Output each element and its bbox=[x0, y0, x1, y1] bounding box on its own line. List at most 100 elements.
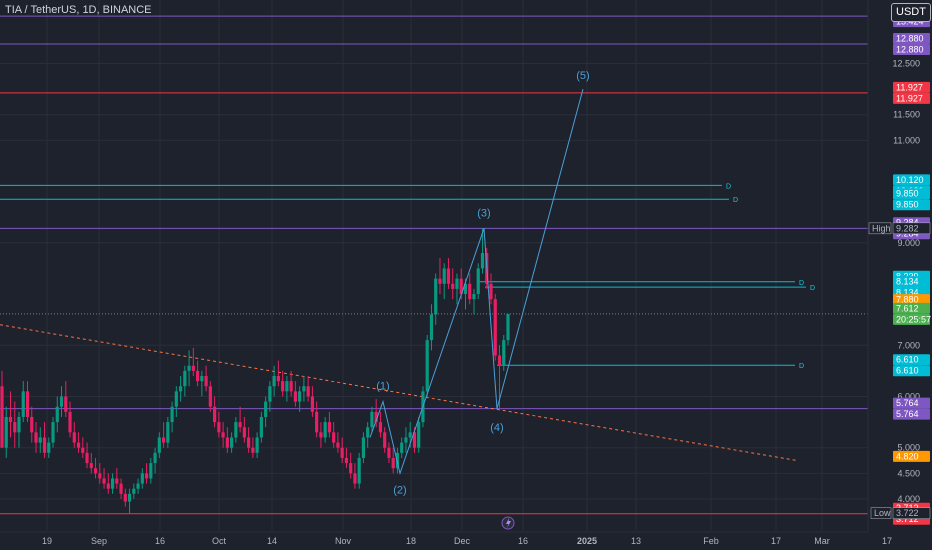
candle-body bbox=[157, 437, 161, 453]
candle-body bbox=[353, 473, 357, 484]
wave-label: (4) bbox=[490, 422, 503, 434]
price-tag-label: 6.610 bbox=[896, 366, 919, 376]
candle-body bbox=[153, 452, 157, 464]
lightning-icon-glyph bbox=[506, 518, 511, 528]
candle-body bbox=[506, 313, 510, 341]
x-tick-label: 18 bbox=[406, 536, 416, 546]
candle-body bbox=[446, 268, 451, 284]
candle-body bbox=[408, 432, 412, 438]
candle-body bbox=[13, 422, 17, 433]
price-tag bbox=[893, 33, 930, 45]
candle-body bbox=[264, 401, 268, 417]
candle-body bbox=[268, 386, 272, 402]
level-tag: D bbox=[726, 183, 731, 190]
descending-trendline bbox=[0, 324, 798, 462]
level-tag: D bbox=[733, 197, 738, 204]
candle-body bbox=[442, 268, 446, 284]
candle-body bbox=[429, 314, 434, 341]
candle-body bbox=[255, 437, 259, 453]
x-tick-label: Nov bbox=[335, 536, 352, 546]
price-tag bbox=[893, 174, 930, 186]
candle-body bbox=[310, 396, 315, 412]
level-tag: D bbox=[810, 285, 815, 292]
x-tick-label: 13 bbox=[631, 536, 641, 546]
y-tick-label: 11.500 bbox=[893, 110, 920, 120]
candle-body bbox=[289, 381, 293, 392]
x-tick-label: Mar bbox=[814, 536, 830, 546]
candle-body bbox=[370, 411, 374, 428]
x-tick-label: Feb bbox=[703, 536, 719, 546]
price-tag-label: 7.612 bbox=[896, 303, 919, 313]
high-value-label: 9.282 bbox=[896, 223, 919, 233]
x-tick-label: 16 bbox=[155, 536, 165, 546]
candle-body bbox=[115, 478, 119, 484]
x-tick-label: Oct bbox=[212, 536, 227, 546]
candle-body bbox=[238, 422, 242, 428]
candle-body bbox=[480, 253, 485, 269]
candle-body bbox=[230, 437, 234, 448]
level-tag: D bbox=[799, 363, 804, 370]
candle-body bbox=[98, 473, 102, 479]
x-tick-label: 14 bbox=[267, 536, 277, 546]
candle-body bbox=[102, 478, 106, 484]
candle-body bbox=[366, 427, 370, 438]
high-value-tag bbox=[892, 222, 931, 235]
price-tag-label: 8.134 bbox=[896, 288, 919, 298]
candle-body bbox=[64, 396, 68, 412]
candle-body bbox=[251, 447, 255, 453]
candle-body bbox=[178, 386, 183, 392]
candle-body bbox=[174, 391, 178, 407]
price-tag-label: 4.820 bbox=[896, 451, 919, 461]
candle-body bbox=[276, 375, 280, 382]
candle-body bbox=[213, 406, 217, 423]
y-tick-label: 7.000 bbox=[897, 340, 920, 350]
candle-body bbox=[340, 447, 344, 458]
y-tick-label: 5.000 bbox=[897, 443, 920, 453]
candle-body bbox=[315, 411, 319, 433]
y-tick-label: 11.000 bbox=[893, 135, 920, 145]
candle-body bbox=[281, 381, 285, 392]
candle-body bbox=[378, 422, 383, 433]
candle-body bbox=[170, 406, 174, 423]
candle-body bbox=[4, 416, 8, 448]
x-tick-label: 17 bbox=[882, 536, 892, 546]
price-tag bbox=[893, 44, 930, 56]
candle-body bbox=[493, 299, 497, 356]
wave-label: (2) bbox=[393, 484, 406, 496]
candle-body bbox=[106, 483, 110, 489]
price-tag-label: 20:25:57 bbox=[896, 314, 931, 324]
candle-body bbox=[502, 340, 506, 366]
candle-body bbox=[468, 283, 472, 300]
candle-body bbox=[68, 411, 72, 433]
candle-body bbox=[234, 422, 238, 438]
currency-button[interactable]: USDT bbox=[891, 3, 931, 22]
candle-body bbox=[361, 437, 366, 458]
candle-body bbox=[30, 416, 34, 433]
price-tag-label: 5.764 bbox=[896, 398, 919, 408]
candle-body bbox=[425, 340, 429, 392]
price-tag-label: 6.610 bbox=[896, 355, 919, 365]
price-tag-label: 7.880 bbox=[896, 295, 919, 305]
candle-body bbox=[136, 483, 140, 489]
x-tick-label: Dec bbox=[454, 536, 471, 546]
candle-body bbox=[217, 422, 221, 433]
price-tag bbox=[893, 397, 930, 409]
candle-body bbox=[127, 493, 132, 502]
candle-body bbox=[391, 457, 395, 469]
candle-body bbox=[34, 432, 38, 443]
candle-body bbox=[327, 422, 332, 433]
candle-body bbox=[298, 391, 302, 402]
time-axis[interactable] bbox=[0, 532, 868, 550]
candle-body bbox=[85, 452, 89, 464]
candle-body bbox=[463, 283, 468, 295]
symbol-title[interactable]: TIA / TetherUS, 1D, BINANCE bbox=[5, 4, 152, 16]
candle-body bbox=[349, 463, 353, 474]
candle-body bbox=[306, 386, 310, 397]
price-tag bbox=[893, 199, 930, 211]
candle-body bbox=[336, 442, 340, 448]
candle-body bbox=[25, 391, 30, 417]
y-tick-label: 9.000 bbox=[897, 238, 920, 248]
y-tick-label: 12.500 bbox=[892, 58, 920, 68]
candle-body bbox=[149, 463, 153, 479]
